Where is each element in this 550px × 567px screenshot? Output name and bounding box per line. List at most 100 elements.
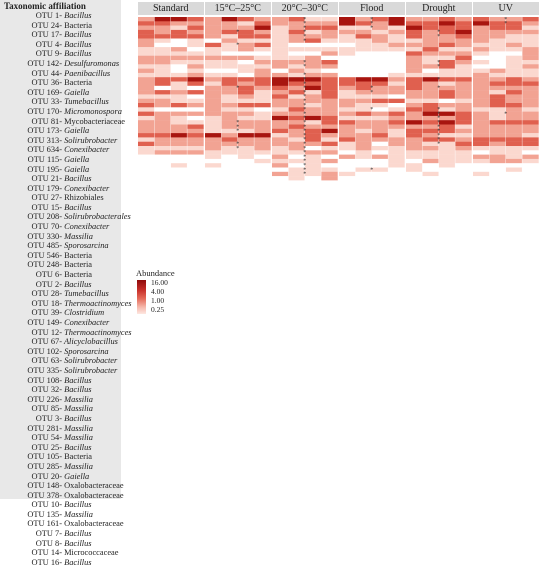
significance-mark: *: [437, 77, 440, 83]
heatmap-cell: [321, 249, 338, 254]
heatmap-cell: [438, 17, 456, 22]
heatmap-cell: [455, 262, 472, 267]
heatmap-cell: [522, 214, 539, 220]
taxon-name: Bacteria: [62, 78, 92, 88]
taxon-row: OTU 20- Gaiella: [0, 472, 121, 482]
heatmap-cell: [205, 103, 222, 108]
heatmap-cell: [288, 47, 305, 52]
heatmap-cell: [422, 154, 439, 160]
heatmap-cell: [406, 232, 423, 237]
heatmap-cell: [473, 146, 490, 151]
heatmap-cell: [505, 240, 523, 246]
heatmap-cell: [388, 146, 405, 151]
heatmap-cell: [170, 236, 188, 241]
heatmap-cell: [406, 206, 423, 211]
heatmap-cell: [254, 240, 271, 246]
heatmap-cell: [388, 236, 405, 241]
heatmap-cell: [505, 189, 523, 194]
heatmap-cell: [187, 146, 204, 151]
taxon-row: OTU 161- Oxalobacteraceae: [0, 519, 124, 529]
otu-id: OTU 148-: [27, 481, 62, 491]
heatmap-cell: [205, 77, 222, 82]
heatmap-cell: [455, 176, 472, 181]
heatmap-cell: [505, 197, 523, 203]
heatmap-cell: [388, 206, 405, 211]
taxon-name: Bacillus: [62, 413, 92, 423]
heatmap-cell: [505, 90, 523, 95]
heatmap-cell: [205, 219, 222, 224]
heatmap-cell: [406, 21, 423, 26]
significance-mark: *: [303, 99, 306, 105]
heatmap-cell: [304, 25, 322, 31]
heatmap-cell: [254, 103, 271, 108]
heatmap-cell: [505, 158, 523, 164]
heatmap-cell: [138, 17, 155, 22]
heatmap-cell: [170, 206, 188, 211]
heatmap-cell: [473, 154, 490, 160]
taxon-name: Oxalobacteraceae: [62, 519, 124, 529]
heatmap-cell: [438, 227, 456, 233]
heatmap-cell: [339, 120, 356, 125]
panel-header: 20°C–30°C: [272, 2, 338, 15]
heatmap-cell: [473, 38, 490, 43]
heatmap-cell: [288, 107, 305, 112]
heatmap-cell: [438, 236, 456, 241]
taxon-row: OTU 85- Massilia: [0, 404, 121, 414]
heatmap-cell: [406, 257, 423, 263]
heatmap-cell: [406, 94, 423, 99]
heatmap-cell: [187, 29, 204, 35]
heatmap-cell: [187, 236, 204, 241]
heatmap-cell: [422, 257, 439, 263]
heatmap-cell: [138, 210, 155, 215]
heatmap-cell: [355, 171, 372, 177]
heatmap-cell: [406, 64, 423, 69]
heatmap-cell: [355, 206, 372, 211]
heatmap-cell: [288, 167, 305, 172]
heatmap-cell: [505, 133, 523, 138]
heatmap-cell: [321, 137, 338, 142]
heatmap-cell: [187, 253, 204, 258]
heatmap-cell: [371, 176, 389, 181]
heatmap-cell: [272, 146, 289, 151]
heatmap-cell: [170, 107, 188, 112]
heatmap-cell: [237, 171, 255, 177]
heatmap-cell: [455, 227, 472, 233]
heatmap-cell: [154, 64, 171, 69]
heatmap-cell: [321, 51, 338, 56]
heatmap-cell: [422, 72, 439, 78]
heatmap-cell: [205, 90, 222, 95]
heatmap-cell: [221, 107, 238, 112]
heatmap-cell: [187, 176, 204, 181]
heatmap-cell: [355, 90, 372, 95]
heatmap-cell: [355, 158, 372, 164]
significance-mark: *: [236, 43, 239, 49]
taxon-row: OTU 634- Conexibacter: [0, 145, 121, 155]
significance-mark: *: [303, 120, 306, 126]
taxon-row: OTU 9- Bacillus: [0, 49, 121, 59]
heatmap-cell: [254, 34, 271, 39]
heatmap-cell: [522, 51, 539, 56]
heatmap-cell: [489, 60, 506, 65]
heatmap-cell: [205, 201, 222, 207]
heatmap-cell: [371, 223, 389, 228]
heatmap-cell: [522, 111, 539, 117]
heatmap-cell: [272, 244, 289, 250]
heatmap-cell: [154, 240, 171, 246]
heatmap-cell: [422, 214, 439, 220]
heatmap-cell: [187, 184, 204, 190]
heatmap-cell: [221, 120, 238, 125]
taxon-name: Oxalobacteraceae: [62, 490, 124, 500]
taxon-row: OTU 281- Massilia: [0, 424, 121, 434]
heatmap-cell: [339, 98, 356, 104]
heatmap-cell: [339, 150, 356, 155]
heatmap-cell: [455, 171, 472, 177]
otu-id: OTU 15-: [31, 202, 62, 212]
heatmap-cell: [321, 98, 338, 104]
taxon-row: OTU 67- Alicyclobacillus: [0, 337, 121, 347]
heatmap-cell: [489, 72, 506, 78]
heatmap-cell: [422, 81, 439, 86]
legend-tick: 1.00: [151, 296, 165, 305]
heatmap-cell: [304, 223, 322, 228]
heatmap-cell: [473, 249, 490, 254]
heatmap-cell: [187, 232, 204, 237]
